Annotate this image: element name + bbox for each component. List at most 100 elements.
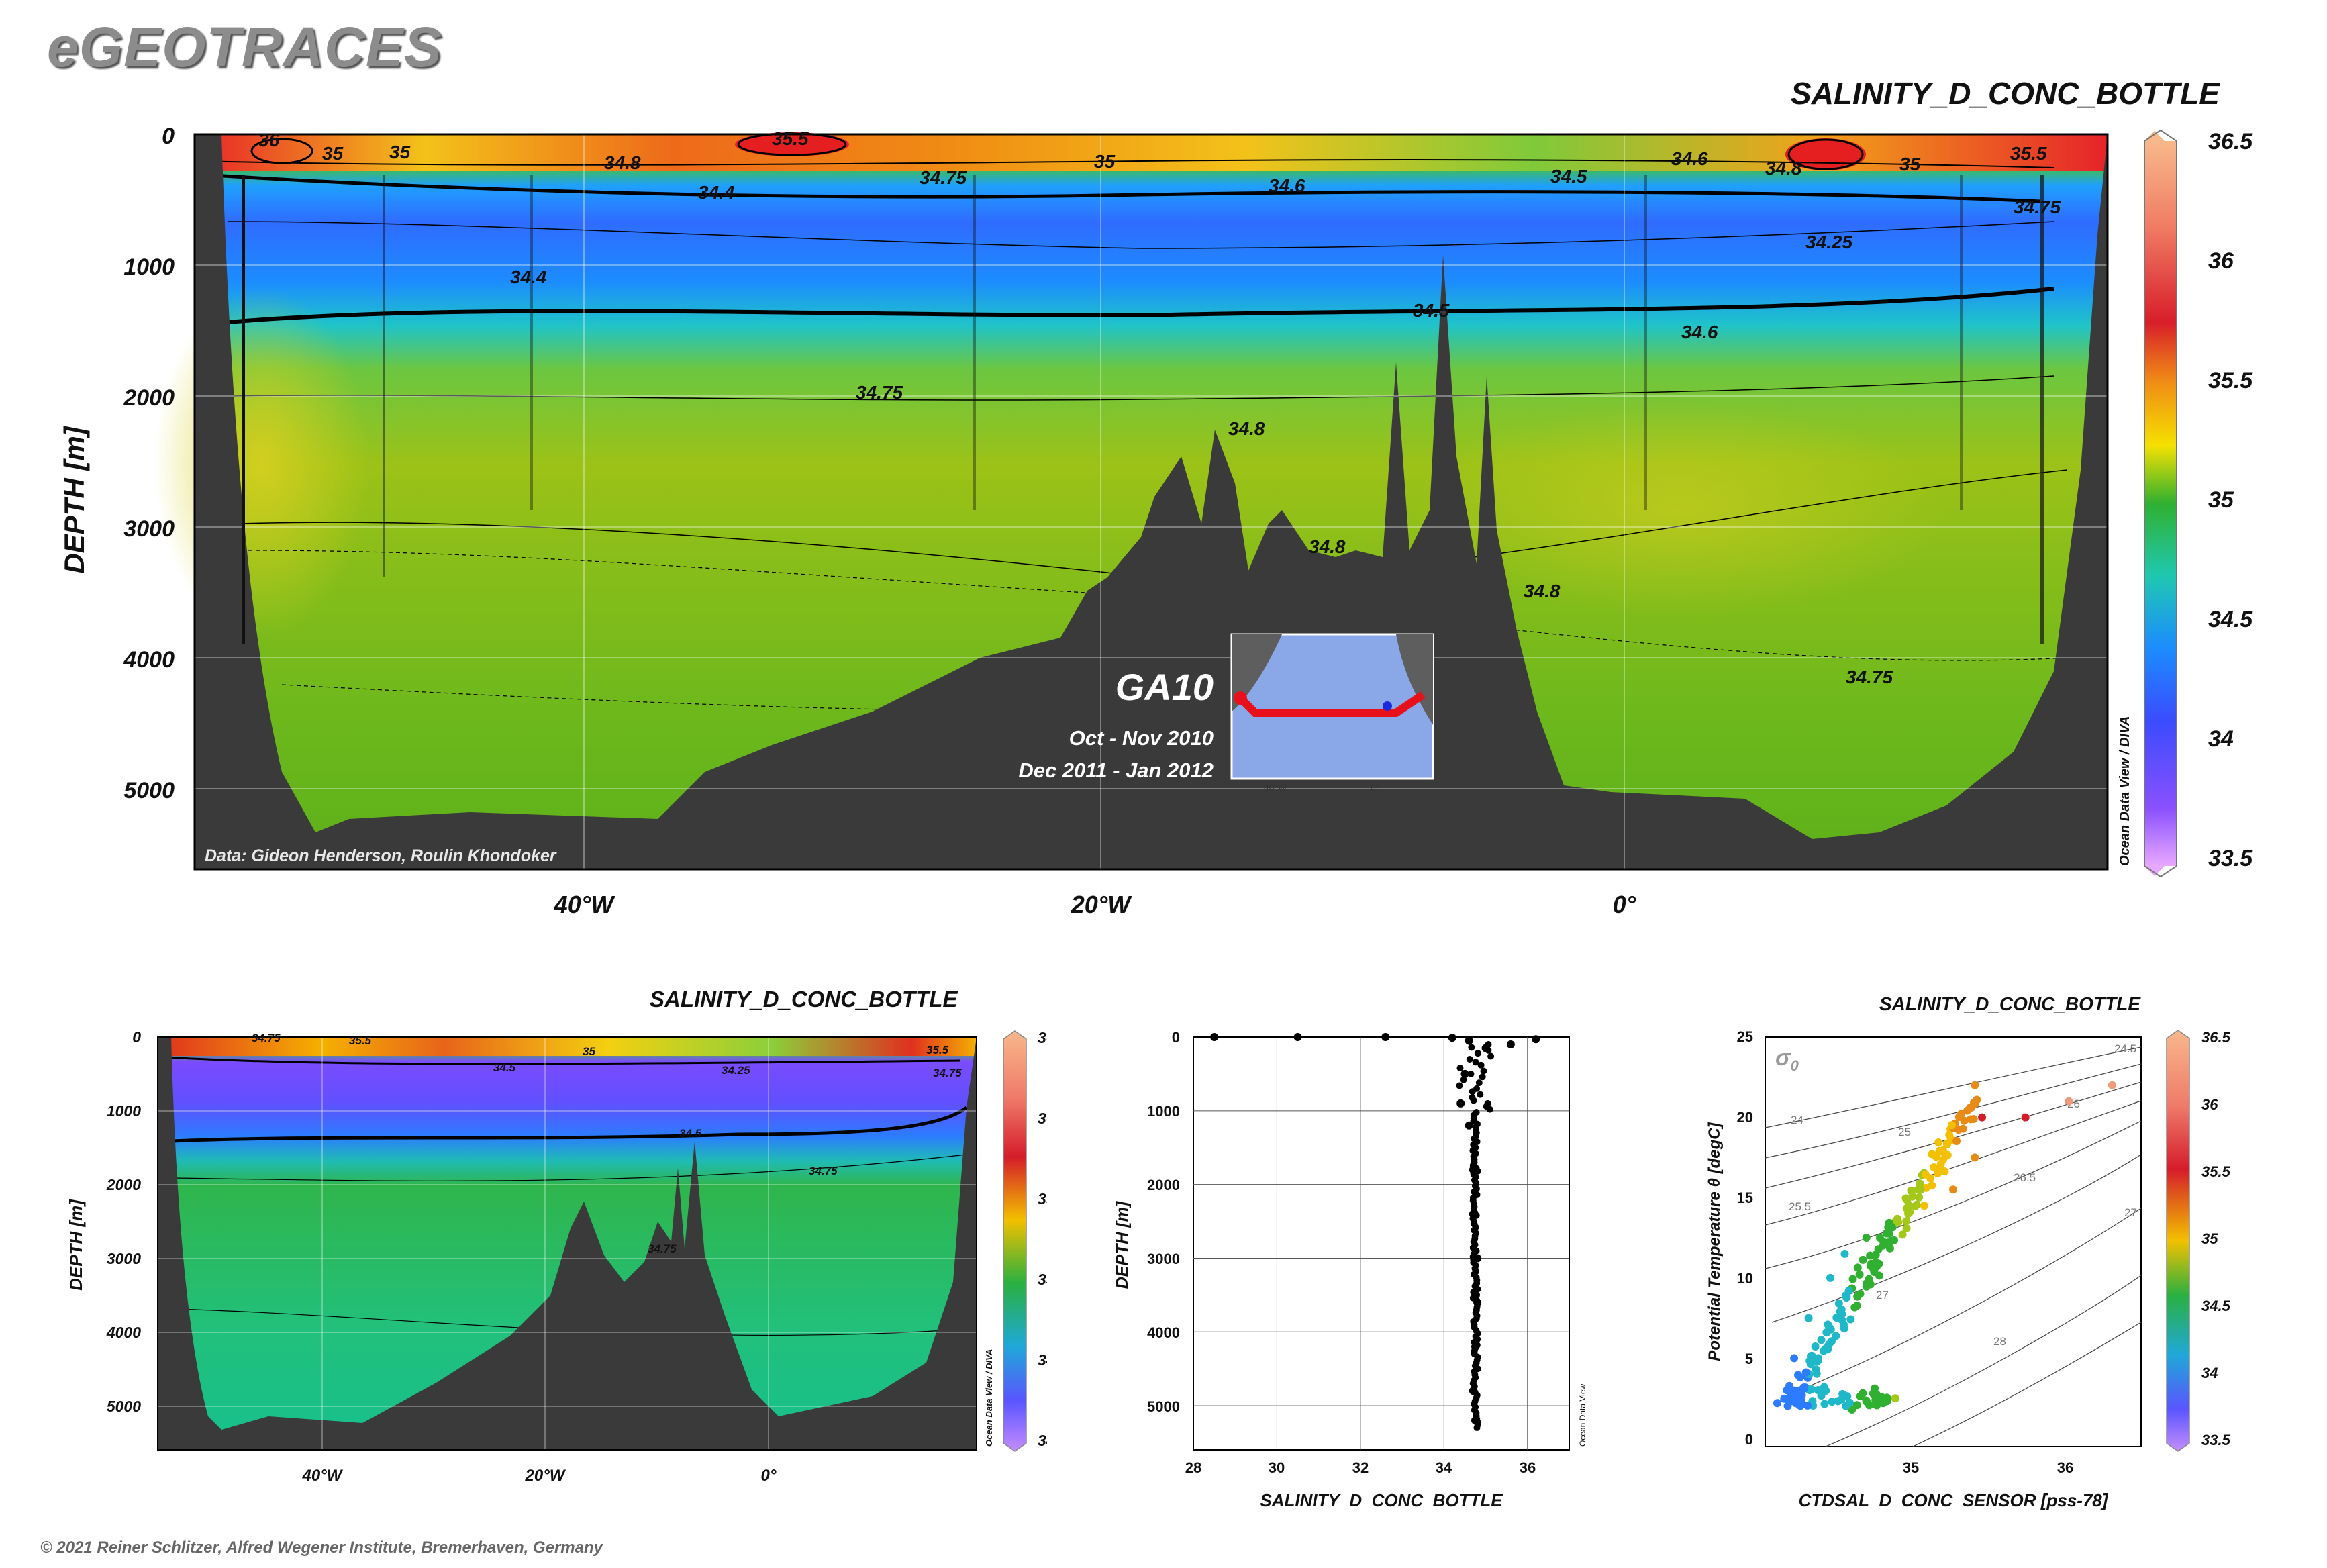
profile-plot: 0 1000 2000 3000 4000 5000 28 30 32 34 3… bbox=[1074, 1020, 1624, 1517]
small-y-tick: 4000 bbox=[106, 1324, 141, 1341]
profile-point bbox=[1485, 1041, 1492, 1048]
profile-point bbox=[1475, 1050, 1481, 1057]
profile-odv-label: Ocean Data View bbox=[1578, 1384, 1587, 1447]
ts-y-tick: 25 bbox=[1737, 1028, 1753, 1045]
main-contour-label: 34.75 bbox=[856, 382, 903, 403]
ts-point bbox=[1875, 1271, 1883, 1279]
profile-point bbox=[1487, 1106, 1493, 1113]
cruise-inset: 40°W 0° bbox=[1232, 634, 1433, 793]
ts-point bbox=[1893, 1215, 1901, 1223]
main-cbar-tick: 36.5 bbox=[2208, 129, 2253, 154]
cruise-track-station bbox=[1383, 701, 1392, 711]
main-contour-label: 34.4 bbox=[510, 266, 547, 287]
ts-y-tick: 20 bbox=[1737, 1109, 1753, 1126]
profile-point bbox=[1480, 1068, 1487, 1075]
profile-point bbox=[1456, 1099, 1465, 1108]
ts-point bbox=[1863, 1279, 1871, 1287]
profile-point bbox=[1210, 1033, 1218, 1041]
ts-point bbox=[1971, 1153, 1979, 1161]
inset-map-tick: 40°W bbox=[1264, 782, 1287, 793]
small-contour-label: 34.5 bbox=[679, 1127, 702, 1140]
main-contour-label: 34.6 bbox=[1671, 148, 1708, 169]
ts-point bbox=[1916, 1179, 1924, 1187]
ts-cbar-tick: 33.5 bbox=[2201, 1432, 2231, 1449]
ts-point bbox=[1884, 1223, 1892, 1231]
isopycnal-label: 25.5 bbox=[1789, 1200, 1811, 1213]
ts-point bbox=[1940, 1167, 1948, 1175]
ts-point bbox=[2022, 1114, 2030, 1122]
ts-point bbox=[1913, 1201, 1921, 1209]
main-contour-label: 34.5 bbox=[1413, 300, 1450, 321]
ts-x-tick: 36 bbox=[2057, 1459, 2073, 1476]
profile-x-tick: 30 bbox=[1269, 1459, 1285, 1476]
ts-point bbox=[1828, 1398, 1836, 1406]
ts-point bbox=[1934, 1138, 1942, 1146]
ts-cbar-tick: 35.5 bbox=[2201, 1163, 2231, 1180]
profile-point bbox=[1485, 1047, 1491, 1054]
small-contour-label: 34.75 bbox=[809, 1165, 838, 1177]
ts-point bbox=[1971, 1081, 1979, 1089]
ts-point bbox=[1820, 1383, 1828, 1391]
ts-point bbox=[1970, 1115, 1978, 1123]
ts-point bbox=[1875, 1260, 1883, 1268]
main-contour-label: 34.8 bbox=[1309, 536, 1346, 557]
profile-point bbox=[1448, 1034, 1456, 1042]
ts-y-tick: 10 bbox=[1737, 1270, 1753, 1287]
main-contour-label: 35 bbox=[1899, 154, 1921, 175]
small-section-title: SALINITY_D_CONC_BOTTLE bbox=[650, 987, 957, 1012]
ts-point bbox=[1873, 1390, 1881, 1398]
ts-point bbox=[1812, 1342, 1820, 1351]
ts-point bbox=[1850, 1304, 1859, 1312]
ts-point bbox=[1814, 1357, 1822, 1365]
ts-point bbox=[1805, 1314, 1813, 1322]
profile-y-tick: 4000 bbox=[1147, 1324, 1180, 1341]
profile-y-tick: 0 bbox=[1172, 1029, 1180, 1046]
profile-x-label: SALINITY_D_CONC_BOTTLE bbox=[1260, 1490, 1503, 1510]
main-contour-label: 34.5 bbox=[1550, 166, 1587, 187]
profile-point bbox=[1467, 1056, 1473, 1063]
isopycnal-label: 24 bbox=[1791, 1114, 1803, 1126]
ts-point bbox=[1959, 1125, 1967, 1133]
small-y-tick: 5000 bbox=[107, 1398, 141, 1415]
small-cbar-tick: 35 bbox=[1038, 1271, 1047, 1288]
profile-point bbox=[1381, 1033, 1389, 1041]
ts-point bbox=[1807, 1352, 1815, 1360]
main-contour-label: 35.5 bbox=[772, 128, 809, 149]
profile-point bbox=[1465, 1036, 1473, 1044]
profile-point bbox=[1457, 1065, 1464, 1071]
small-odv-label: Ocean Data View / DIVA bbox=[984, 1349, 994, 1447]
ts-cbar-tick: 36.5 bbox=[2201, 1029, 2231, 1046]
ts-point bbox=[1971, 1099, 1979, 1108]
ts-point bbox=[1845, 1287, 1853, 1295]
ts-point bbox=[1835, 1300, 1843, 1308]
profile-point bbox=[1476, 1079, 1483, 1086]
main-y-tick: 4000 bbox=[123, 647, 175, 673]
ts-point bbox=[1800, 1383, 1808, 1391]
main-cbar-tick: 34.5 bbox=[2208, 607, 2253, 632]
ts-point bbox=[1935, 1148, 1943, 1156]
ts-plot: 24.5 24 25 25.5 26 26.5 27 27 28 σ0 0 5 … bbox=[1678, 1020, 2327, 1517]
ts-y-label: Potential Temperature θ [degC] bbox=[1705, 1122, 1724, 1361]
small-cbar-tick: 35.5 bbox=[1038, 1190, 1047, 1208]
main-cbar-tick: 34 bbox=[2208, 726, 2234, 752]
small-y-tick: 1000 bbox=[107, 1102, 141, 1120]
main-contour-label: 35 bbox=[322, 143, 344, 164]
ts-point bbox=[1849, 1275, 1857, 1283]
ts-point bbox=[1873, 1402, 1881, 1410]
ts-point bbox=[1856, 1271, 1864, 1279]
ts-cbar-tick: 34.5 bbox=[2201, 1297, 2231, 1314]
ts-point bbox=[1949, 1185, 1957, 1193]
isopycnal-label: 26.5 bbox=[2014, 1171, 2036, 1184]
ts-point bbox=[1790, 1354, 1798, 1362]
isopycnal-label: 27 bbox=[1876, 1289, 1889, 1302]
ts-point bbox=[1872, 1251, 1880, 1259]
ts-point bbox=[1920, 1202, 1928, 1210]
main-contour-label: 35 bbox=[389, 142, 411, 162]
ts-point bbox=[1773, 1399, 1781, 1407]
profile-point bbox=[1507, 1040, 1515, 1048]
cruise-track-start bbox=[1234, 691, 1247, 705]
ts-y-tick: 0 bbox=[1745, 1431, 1753, 1448]
main-y-label: DEPTH [m] bbox=[58, 425, 90, 573]
ts-cbar-tick: 36 bbox=[2201, 1096, 2218, 1113]
isopycnal-label: 27 bbox=[2124, 1206, 2137, 1219]
